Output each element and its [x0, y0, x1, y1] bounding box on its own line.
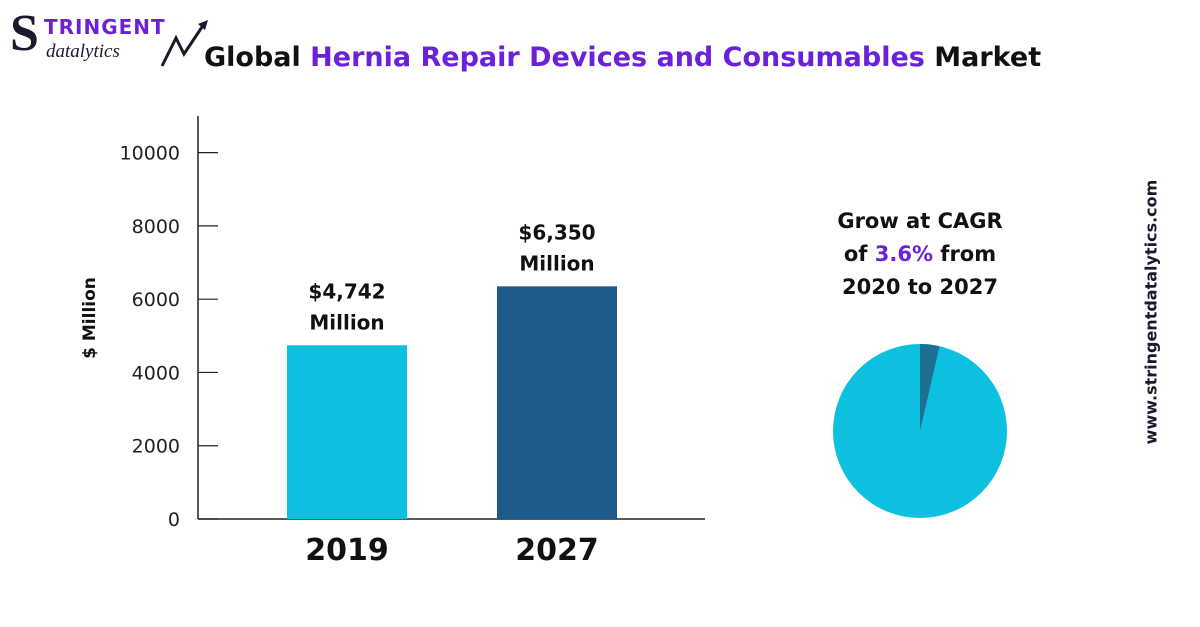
page-title: Global Hernia Repair Devices and Consuma…: [204, 42, 1041, 73]
cagr-text: Grow at CAGR of 3.6% from 2020 to 2027: [800, 205, 1040, 304]
logo-bottom-text: datalytics: [46, 41, 120, 62]
website-url: www.stringentdatalytics.com: [1141, 179, 1161, 445]
bar-unit-label: Million: [519, 251, 594, 275]
title-prefix: Global: [204, 42, 311, 73]
cagr-rate: 3.6%: [874, 242, 933, 266]
bar-2027: [497, 286, 617, 519]
pie-cagr-slice: [920, 344, 940, 431]
bar-2019: [287, 345, 407, 519]
cagr-line-2-prefix: of: [843, 242, 875, 266]
cagr-line-2-suffix: from: [933, 242, 997, 266]
x-category-label: 2027: [515, 533, 599, 568]
y-tick-label: 0: [168, 509, 180, 531]
cagr-line-1: Grow at CAGR: [837, 209, 1003, 233]
company-logo: S TRINGENT datalytics: [10, 5, 210, 72]
title-highlight: Hernia Repair Devices and Consumables: [310, 42, 925, 73]
bar-chart: 0 2000 4000 6000 8000 10000 $ Million $4,742 Mil…: [80, 116, 705, 568]
y-axis-label: $ Million: [80, 277, 100, 359]
bar-value-label: $6,350: [518, 220, 595, 244]
x-category-label: 2019: [305, 533, 389, 568]
y-tick-label: 4000: [132, 362, 180, 384]
bar-value-label: $4,742: [308, 279, 385, 303]
y-tick-label: 10000: [120, 143, 180, 165]
bar-unit-label: Million: [309, 310, 384, 334]
y-tick-label: 6000: [132, 289, 180, 311]
cagr-pie-chart: [833, 344, 1007, 518]
logo-initial: S: [10, 5, 39, 62]
logo-top-text: TRINGENT: [44, 15, 166, 39]
y-tick-label: 2000: [132, 436, 180, 458]
cagr-line-3: 2020 to 2027: [842, 275, 998, 299]
cagr-line-2: of 3.6% from: [800, 238, 1040, 271]
title-suffix: Market: [924, 42, 1042, 73]
y-tick-label: 8000: [132, 216, 180, 238]
logo-arrow-icon: [160, 20, 208, 67]
